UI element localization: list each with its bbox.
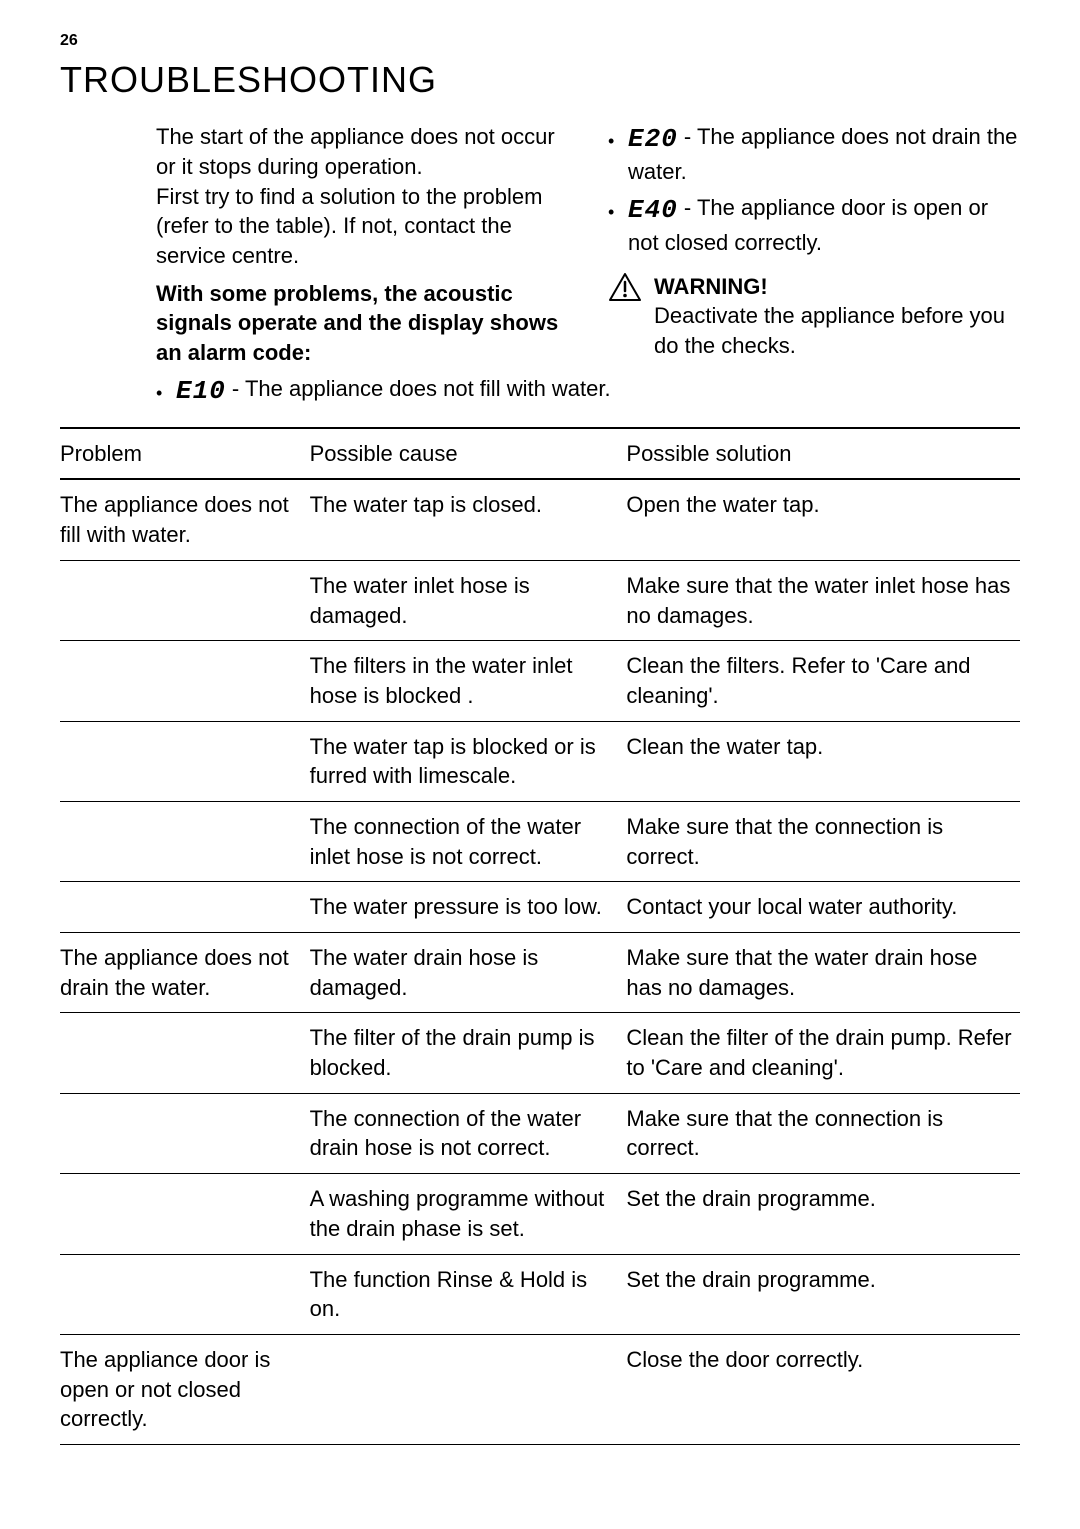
- problem-cell: [60, 801, 310, 881]
- solution-cell: Make sure that the water inlet hose has …: [626, 560, 1020, 640]
- problem-cell: [60, 1254, 310, 1334]
- cause-cell: A washing programme without the drain ph…: [310, 1174, 627, 1254]
- table-row: The water inlet hose is damaged.Make sur…: [60, 560, 1020, 640]
- problem-cell: [60, 1013, 310, 1093]
- error-code-desc: - The appliance does not drain the water…: [628, 124, 1017, 184]
- error-code-desc: - The appliance door is open or not clos…: [628, 195, 988, 255]
- cause-cell: The water tap is blocked or is furred wi…: [310, 721, 627, 801]
- troubleshooting-table: Problem Possible cause Possible solution…: [60, 427, 1020, 1445]
- cause-cell: The water inlet hose is damaged.: [310, 560, 627, 640]
- warning-block: WARNING! Deactivate the appliance before…: [608, 272, 1020, 361]
- solution-cell: Set the drain programme.: [626, 1174, 1020, 1254]
- table-row: The appliance does not drain the water.T…: [60, 933, 1020, 1013]
- cause-cell: The function Rinse & Hold is on.: [310, 1254, 627, 1334]
- table-row: The function Rinse & Hold is on.Set the …: [60, 1254, 1020, 1334]
- error-code: E20: [628, 122, 678, 157]
- problem-cell: [60, 721, 310, 801]
- solution-cell: Set the drain programme.: [626, 1254, 1020, 1334]
- warning-label: WARNING!: [654, 274, 768, 299]
- solution-cell: Make sure that the connection is correct…: [626, 1093, 1020, 1173]
- table-row: The connection of the water inlet hose i…: [60, 801, 1020, 881]
- error-code-desc: - The appliance does not fill with water…: [226, 376, 611, 401]
- alarm-code-intro: With some problems, the acoustic signals…: [156, 279, 568, 368]
- cause-cell: The filter of the drain pump is blocked.: [310, 1013, 627, 1093]
- intro-paragraph: The start of the appliance does not occu…: [156, 122, 568, 270]
- cause-cell: The filters in the water inlet hose is b…: [310, 641, 627, 721]
- table-row: The connection of the water drain hose i…: [60, 1093, 1020, 1173]
- cause-cell: [310, 1334, 627, 1444]
- bullet-icon: •: [608, 129, 614, 153]
- problem-cell: The appliance does not drain the water.: [60, 933, 310, 1013]
- solution-cell: Close the door correctly.: [626, 1334, 1020, 1444]
- table-row: A washing programme without the drain ph…: [60, 1174, 1020, 1254]
- intro-left-column: The start of the appliance does not occu…: [60, 122, 568, 368]
- cause-cell: The water tap is closed.: [310, 479, 627, 560]
- column-header-solution: Possible solution: [626, 428, 1020, 480]
- solution-cell: Contact your local water authority.: [626, 882, 1020, 933]
- intro-right-column: • E20 - The appliance does not drain the…: [608, 122, 1020, 368]
- problem-cell: [60, 641, 310, 721]
- bullet-icon: •: [608, 200, 614, 224]
- problem-cell: [60, 560, 310, 640]
- problem-cell: [60, 882, 310, 933]
- column-header-problem: Problem: [60, 428, 310, 480]
- table-header-row: Problem Possible cause Possible solution: [60, 428, 1020, 480]
- error-code-item: • E10 - The appliance does not fill with…: [176, 374, 1020, 409]
- intro-columns: The start of the appliance does not occu…: [60, 122, 1020, 368]
- error-code-item: • E40 - The appliance door is open or no…: [628, 193, 1020, 258]
- problem-cell: The appliance door is open or not closed…: [60, 1334, 310, 1444]
- solution-cell: Clean the water tap.: [626, 721, 1020, 801]
- error-code-item: • E20 - The appliance does not drain the…: [628, 122, 1020, 187]
- error-code-list-left: • E10 - The appliance does not fill with…: [60, 374, 1020, 409]
- error-code: E10: [176, 374, 226, 409]
- solution-cell: Make sure that the connection is correct…: [626, 801, 1020, 881]
- solution-cell: Clean the filters. Refer to 'Care and cl…: [626, 641, 1020, 721]
- problem-cell: [60, 1174, 310, 1254]
- solution-cell: Open the water tap.: [626, 479, 1020, 560]
- table-row: The filter of the drain pump is blocked.…: [60, 1013, 1020, 1093]
- table-row: The appliance door is open or not closed…: [60, 1334, 1020, 1444]
- table-row: The water tap is blocked or is furred wi…: [60, 721, 1020, 801]
- error-code: E40: [628, 193, 678, 228]
- cause-cell: The connection of the water drain hose i…: [310, 1093, 627, 1173]
- column-header-cause: Possible cause: [310, 428, 627, 480]
- cause-cell: The water pressure is too low.: [310, 882, 627, 933]
- solution-cell: Clean the filter of the drain pump. Refe…: [626, 1013, 1020, 1093]
- problem-cell: [60, 1093, 310, 1173]
- page-number: 26: [60, 30, 1020, 52]
- table-row: The filters in the water inlet hose is b…: [60, 641, 1020, 721]
- cause-cell: The connection of the water inlet hose i…: [310, 801, 627, 881]
- table-row: The water pressure is too low.Contact yo…: [60, 882, 1020, 933]
- warning-text: Deactivate the appliance before you do t…: [654, 303, 1005, 358]
- bullet-icon: •: [156, 381, 162, 405]
- solution-cell: Make sure that the water drain hose has …: [626, 933, 1020, 1013]
- problem-cell: The appliance does not fill with water.: [60, 479, 310, 560]
- page-title: TROUBLESHOOTING: [60, 56, 1020, 105]
- cause-cell: The water drain hose is damaged.: [310, 933, 627, 1013]
- warning-triangle-icon: [608, 272, 642, 302]
- table-row: The appliance does not fill with water.T…: [60, 479, 1020, 560]
